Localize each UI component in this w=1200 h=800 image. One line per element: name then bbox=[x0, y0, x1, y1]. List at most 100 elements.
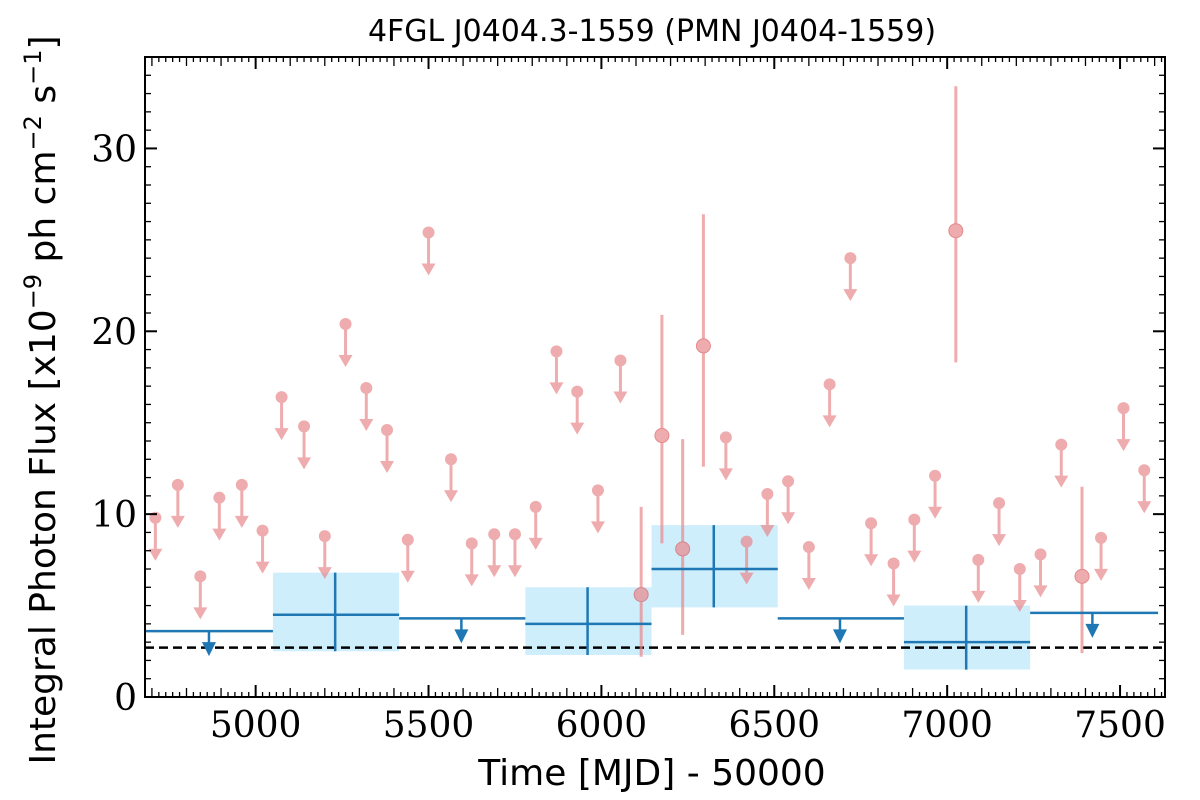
y-tick-label: 0 bbox=[114, 678, 137, 719]
upper-limit-arrow bbox=[718, 468, 733, 481]
upper-limit-marker bbox=[275, 391, 288, 404]
long-bin-ul-arrow bbox=[1085, 623, 1100, 638]
short-bin-upper-limit bbox=[971, 553, 986, 603]
upper-limit-arrow bbox=[822, 415, 837, 428]
x-tick-label: 6000 bbox=[556, 705, 648, 746]
upper-limit-arrow bbox=[1116, 439, 1131, 452]
y-tick-label: 30 bbox=[91, 129, 137, 170]
upper-limit-marker bbox=[213, 491, 226, 504]
upper-limit-marker bbox=[508, 528, 521, 541]
short-bin-upper-limit bbox=[487, 528, 502, 578]
short-bin-upper-limit bbox=[255, 524, 270, 574]
short-bin-upper-limit bbox=[444, 453, 458, 503]
long-bin-detection bbox=[272, 572, 400, 652]
upper-limit-marker bbox=[614, 354, 627, 367]
upper-limit-arrow bbox=[338, 354, 353, 367]
short-bin-upper-limit bbox=[380, 424, 395, 474]
x-tick-label: 6500 bbox=[728, 705, 820, 746]
upper-limit-arrow bbox=[1137, 501, 1152, 514]
short-bin-upper-limit bbox=[400, 533, 415, 583]
upper-limit-marker bbox=[1138, 464, 1151, 477]
upper-limit-arrow bbox=[907, 550, 922, 563]
upper-limit-marker bbox=[318, 530, 331, 543]
short-bin-upper-limit bbox=[193, 570, 208, 620]
short-bin-upper-limit bbox=[421, 226, 436, 276]
y-tick-label: 10 bbox=[91, 495, 137, 536]
upper-limit-arrow bbox=[297, 457, 312, 470]
short-bin-upper-limit bbox=[1012, 563, 1027, 612]
upper-limit-marker bbox=[298, 420, 311, 433]
short-bin-upper-limit bbox=[801, 541, 816, 591]
detection-marker bbox=[654, 428, 670, 444]
x-tick-label: 5500 bbox=[383, 705, 475, 746]
upper-limit-arrow bbox=[212, 528, 227, 541]
y-axis-label: Integral Photon Flux [x10−9 ph cm−2 s−1] bbox=[19, 35, 64, 764]
upper-limit-marker bbox=[381, 424, 394, 437]
short-bin-detection bbox=[948, 86, 964, 363]
upper-limit-marker bbox=[401, 533, 414, 546]
upper-limit-marker bbox=[740, 535, 753, 548]
upper-limit-arrow bbox=[507, 565, 522, 578]
short-bin-upper-limit bbox=[928, 469, 943, 519]
upper-limit-marker bbox=[339, 317, 352, 330]
short-bin-upper-limit bbox=[274, 391, 289, 441]
upper-limit-marker bbox=[256, 524, 269, 537]
upper-limit-arrow bbox=[1054, 475, 1069, 488]
upper-limit-marker bbox=[488, 528, 501, 541]
upper-limit-arrow bbox=[274, 428, 289, 441]
upper-limit-marker bbox=[422, 226, 435, 239]
upper-limit-marker bbox=[529, 500, 542, 513]
short-bin-upper-limit bbox=[317, 530, 332, 580]
upper-limit-arrow bbox=[487, 565, 502, 578]
upper-limit-marker bbox=[171, 478, 184, 491]
long-bin-upper-limit bbox=[777, 617, 904, 644]
long-bin-upper-limit bbox=[145, 629, 273, 657]
x-tick-label: 7500 bbox=[1074, 705, 1166, 746]
upper-limit-arrow bbox=[380, 461, 395, 474]
long-bin-detection bbox=[651, 525, 778, 608]
short-bin-upper-limit bbox=[992, 497, 1007, 547]
short-bin-upper-limit bbox=[907, 513, 922, 563]
short-bin-upper-limit bbox=[1054, 438, 1069, 488]
upper-limit-arrow bbox=[193, 607, 208, 620]
short-bin-upper-limit bbox=[590, 484, 605, 534]
short-bin-upper-limit bbox=[718, 431, 733, 481]
short-bin-upper-limit bbox=[464, 537, 479, 587]
short-bin-upper-limit bbox=[864, 517, 879, 567]
short-bin-upper-limit bbox=[338, 317, 353, 367]
upper-limit-marker bbox=[1095, 531, 1108, 544]
short-bin-upper-limit bbox=[1137, 464, 1152, 514]
plot-area: 5000 5500 6000 6500 7000 7500 0 10 20 30 bbox=[91, 56, 1166, 746]
upper-limit-marker bbox=[465, 537, 478, 550]
upper-limit-marker bbox=[550, 345, 563, 358]
long-bin-ul-arrow bbox=[201, 642, 216, 657]
upper-limit-arrow bbox=[549, 382, 564, 395]
detection-marker bbox=[1074, 568, 1090, 584]
short-bin-upper-limit bbox=[359, 381, 374, 431]
upper-limit-arrow bbox=[528, 537, 543, 550]
upper-limit-marker bbox=[865, 517, 878, 530]
upper-limit-arrow bbox=[148, 548, 163, 561]
short-bin-upper-limit bbox=[212, 491, 227, 541]
detection-marker bbox=[695, 338, 711, 354]
upper-limit-marker bbox=[235, 478, 248, 491]
upper-limit-marker bbox=[844, 252, 857, 265]
upper-limit-marker bbox=[761, 488, 774, 501]
upper-limit-arrow bbox=[317, 567, 332, 580]
upper-limit-marker bbox=[719, 431, 732, 444]
y-tick-label: 20 bbox=[91, 312, 137, 353]
upper-limit-marker bbox=[194, 570, 207, 583]
detection-marker bbox=[675, 541, 691, 557]
short-bin-upper-limit bbox=[549, 345, 564, 395]
upper-limit-arrow bbox=[1012, 600, 1027, 612]
x-tick-label: 5000 bbox=[210, 705, 302, 746]
long-bin-ul-arrow bbox=[454, 629, 469, 644]
upper-limit-marker bbox=[1034, 548, 1047, 561]
short-bin-upper-limit bbox=[1116, 402, 1131, 452]
short-bin-detection bbox=[675, 439, 691, 635]
upper-limit-marker bbox=[571, 385, 584, 398]
upper-limit-arrow bbox=[590, 521, 605, 534]
upper-limit-marker bbox=[993, 497, 1006, 510]
long-bin-upper-limit bbox=[1030, 611, 1159, 638]
short-bin-upper-limit bbox=[507, 528, 522, 578]
